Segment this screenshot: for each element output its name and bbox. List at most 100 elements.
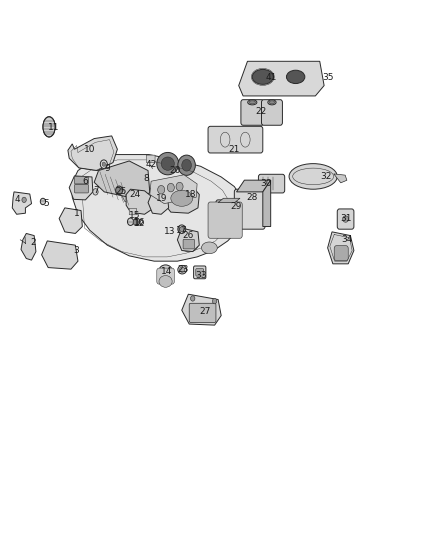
FancyBboxPatch shape (189, 303, 216, 322)
Polygon shape (218, 198, 240, 203)
FancyBboxPatch shape (74, 184, 88, 193)
FancyBboxPatch shape (194, 266, 206, 279)
Text: 27: 27 (199, 308, 211, 316)
Text: 17: 17 (176, 226, 187, 235)
Ellipse shape (161, 157, 174, 171)
Polygon shape (150, 175, 197, 204)
Text: 19: 19 (156, 194, 168, 203)
FancyBboxPatch shape (74, 176, 88, 184)
Text: 41: 41 (266, 73, 277, 82)
Text: 4: 4 (15, 196, 20, 204)
FancyBboxPatch shape (129, 208, 137, 215)
Polygon shape (68, 136, 117, 171)
Ellipse shape (178, 225, 186, 233)
Ellipse shape (252, 69, 273, 84)
Text: 3: 3 (74, 246, 80, 255)
Circle shape (93, 189, 98, 195)
Circle shape (167, 183, 174, 192)
Polygon shape (21, 233, 36, 260)
Text: 20: 20 (170, 166, 181, 175)
Text: 15: 15 (129, 212, 141, 220)
Ellipse shape (343, 216, 349, 222)
Text: 23: 23 (177, 265, 189, 274)
Polygon shape (239, 61, 324, 96)
Circle shape (212, 298, 217, 304)
Polygon shape (328, 232, 354, 264)
Text: 42: 42 (145, 160, 157, 168)
FancyBboxPatch shape (241, 100, 264, 125)
Text: 9: 9 (104, 165, 110, 173)
Text: 2: 2 (30, 238, 35, 247)
Text: 5: 5 (43, 199, 49, 208)
Text: 14: 14 (161, 268, 172, 276)
Text: 18: 18 (185, 190, 196, 199)
Text: 7: 7 (93, 186, 99, 195)
Circle shape (176, 182, 183, 191)
FancyBboxPatch shape (261, 100, 283, 125)
FancyBboxPatch shape (183, 239, 194, 249)
Text: 6: 6 (82, 177, 88, 185)
Polygon shape (117, 181, 153, 205)
Ellipse shape (289, 164, 337, 189)
Text: 12: 12 (134, 220, 145, 228)
Text: 8: 8 (144, 174, 150, 183)
Circle shape (100, 160, 107, 168)
Text: 25: 25 (115, 188, 127, 196)
Ellipse shape (178, 155, 195, 175)
Text: 26: 26 (183, 231, 194, 240)
Polygon shape (126, 189, 152, 214)
Ellipse shape (269, 101, 275, 104)
Text: 32: 32 (321, 173, 332, 181)
Text: 1: 1 (74, 209, 80, 217)
Ellipse shape (180, 227, 184, 232)
Polygon shape (263, 180, 271, 227)
Ellipse shape (268, 100, 276, 105)
Text: 35: 35 (323, 73, 334, 82)
Text: 11: 11 (48, 124, 59, 132)
FancyBboxPatch shape (157, 268, 174, 284)
Text: 31: 31 (340, 214, 352, 223)
FancyBboxPatch shape (196, 269, 204, 276)
FancyBboxPatch shape (337, 209, 354, 229)
FancyBboxPatch shape (208, 126, 263, 153)
Text: 29: 29 (231, 203, 242, 211)
Text: 21: 21 (229, 145, 240, 154)
Text: 33: 33 (196, 271, 207, 279)
FancyBboxPatch shape (146, 155, 155, 163)
Polygon shape (182, 294, 221, 325)
Polygon shape (72, 155, 244, 261)
Text: 30: 30 (261, 180, 272, 188)
Circle shape (116, 186, 123, 195)
Ellipse shape (157, 152, 179, 175)
Ellipse shape (171, 190, 193, 206)
Polygon shape (42, 241, 78, 269)
FancyBboxPatch shape (216, 200, 237, 227)
FancyBboxPatch shape (334, 246, 348, 261)
Ellipse shape (180, 239, 198, 252)
Polygon shape (12, 192, 32, 214)
Ellipse shape (159, 276, 172, 287)
Polygon shape (94, 161, 150, 198)
Text: 34: 34 (342, 236, 353, 244)
Text: 16: 16 (134, 219, 146, 227)
Polygon shape (164, 184, 199, 213)
Circle shape (158, 185, 165, 194)
Polygon shape (177, 228, 199, 252)
Text: 10: 10 (84, 145, 95, 154)
Ellipse shape (201, 242, 217, 254)
Circle shape (134, 218, 140, 225)
Ellipse shape (178, 265, 187, 274)
Polygon shape (148, 192, 169, 214)
Circle shape (40, 198, 46, 205)
Circle shape (102, 162, 106, 166)
Text: 13: 13 (164, 227, 176, 236)
Polygon shape (69, 176, 93, 200)
Text: 24: 24 (129, 190, 141, 199)
Text: 28: 28 (246, 193, 258, 201)
Ellipse shape (159, 265, 172, 277)
Ellipse shape (43, 117, 55, 137)
FancyBboxPatch shape (258, 174, 285, 193)
Circle shape (133, 219, 138, 225)
Polygon shape (237, 180, 271, 192)
Text: 22: 22 (255, 108, 266, 116)
